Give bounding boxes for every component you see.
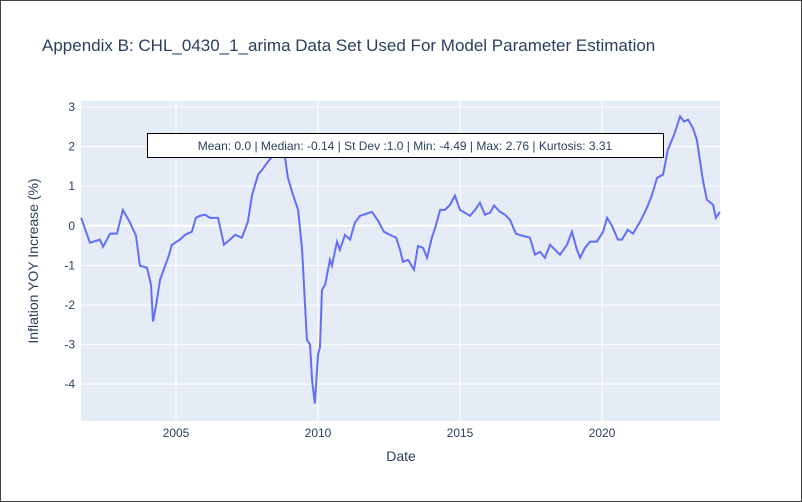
marks [80, 114, 721, 404]
x-axis-label: Date [386, 448, 416, 464]
y-tick-label: 0 [68, 219, 75, 233]
x-tick-label: 2020 [589, 426, 616, 440]
y-tick-label: -4 [64, 377, 75, 391]
x-tick-label: 2015 [447, 426, 474, 440]
chart-title: Appendix B: CHL_0430_1_arima Data Set Us… [42, 36, 655, 55]
y-tick-label: -3 [64, 338, 75, 352]
annotation: Mean: 0.0 | Median: -0.14 | St Dev :1.0 … [198, 139, 613, 153]
y-tick-label: 3 [68, 100, 75, 114]
y-tick-label: 1 [68, 179, 75, 193]
y-tick-label: -1 [64, 258, 75, 272]
x-tick-label: 2005 [163, 426, 190, 440]
y-tick-label: 2 [68, 140, 75, 154]
x-tick-label: 2010 [305, 426, 332, 440]
annotation-box [147, 133, 664, 158]
y-axis-label: Inflation YOY Increase (%) [25, 178, 41, 343]
data-line [80, 114, 721, 404]
y-tick-label: -2 [64, 298, 75, 312]
